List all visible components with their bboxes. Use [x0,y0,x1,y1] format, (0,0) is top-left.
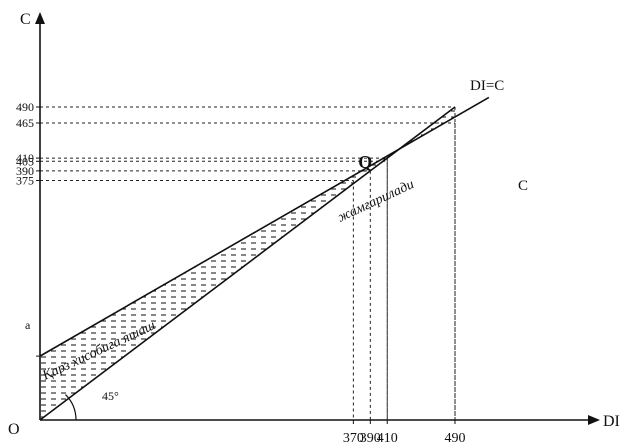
y-axis-arrow-icon [35,12,45,24]
y-tick-label-465: 465 [16,116,34,130]
angle-label: 45° [102,389,119,403]
lines-layer [39,96,490,421]
y-tick-label-375: 375 [16,173,34,187]
y-axis-title: C [20,11,31,28]
x-tick-label-370: 370 [343,431,364,446]
guides-layer [40,106,456,420]
x-axis-arrow-icon [588,415,600,425]
origin-label: O [8,421,20,438]
x-tick-label-410: 410 [377,431,398,446]
series-line-di-equals-c [39,106,456,421]
x-axis-title: DI [603,413,620,430]
axes-layer [35,12,600,425]
y-tick-label-405: 405 [16,154,34,168]
x-tick-label-390: 390 [360,431,381,446]
angle-arc [65,394,77,421]
series-label-di-equals-c: DI=C [470,78,504,94]
shaded-region-1 [40,165,371,420]
equilibrium-point-label: Q [358,152,372,172]
x-tick-label-490: 490 [445,431,466,446]
series-line-c [39,96,490,357]
y-tick-label-410: 410 [16,151,34,165]
y-tick-label-390: 390 [16,164,34,178]
series-label-c: C [518,178,528,194]
y-tick-label-490: 490 [16,100,34,114]
y-intercept-label: a [25,318,31,332]
